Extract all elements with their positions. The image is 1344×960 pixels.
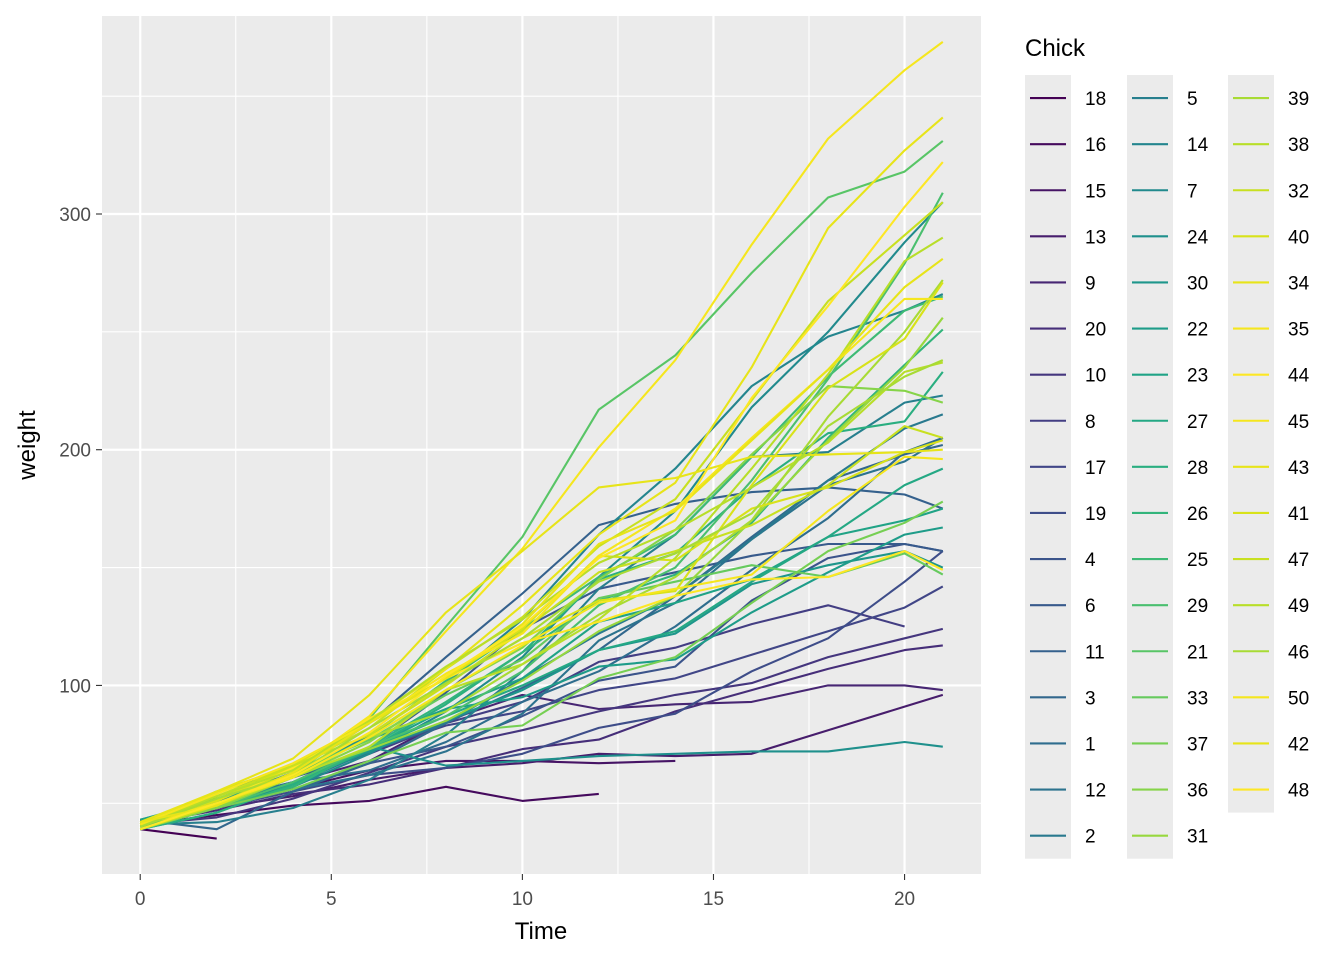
- series-line-chick-47: [139, 425, 944, 826]
- series-line-chick-10: [140, 627, 944, 826]
- legend-label-chick-4: 4: [1085, 550, 1096, 571]
- legend-label-chick-3: 3: [1085, 688, 1096, 709]
- legend-label-chick-49: 49: [1288, 596, 1309, 617]
- legend-label-chick-7: 7: [1187, 181, 1198, 202]
- legend-label-chick-38: 38: [1288, 135, 1309, 156]
- legend-label-chick-27: 27: [1187, 412, 1208, 433]
- legend-label-chick-5: 5: [1187, 89, 1198, 110]
- legend-label-chick-23: 23: [1187, 366, 1208, 387]
- legend-label-chick-12: 12: [1085, 781, 1106, 802]
- legend-label-chick-22: 22: [1187, 320, 1208, 341]
- legend-label-chick-24: 24: [1187, 227, 1209, 248]
- legend-label-chick-32: 32: [1288, 181, 1309, 202]
- legend-label-chick-10: 10: [1085, 366, 1106, 387]
- legend-label-chick-48: 48: [1288, 781, 1309, 802]
- legend-label-chick-13: 13: [1085, 227, 1106, 248]
- x-tick-label: 15: [703, 889, 724, 910]
- legend-label-chick-9: 9: [1085, 273, 1096, 294]
- series-line-chick-26: [140, 328, 944, 824]
- legend-label-chick-44: 44: [1288, 366, 1310, 387]
- y-tick-label: 200: [59, 441, 91, 462]
- legend-items: 1816151392010817194611311225147243022232…: [1025, 75, 1310, 859]
- legend-label-chick-26: 26: [1187, 504, 1208, 525]
- series-line-chick-43: [139, 448, 943, 824]
- series-line-chick-48: [139, 161, 944, 831]
- series-line-chick-50: [139, 297, 943, 826]
- series-line-chick-18: [140, 828, 217, 840]
- y-axis-title: weight: [14, 410, 41, 481]
- legend-label-chick-28: 28: [1187, 458, 1208, 479]
- x-tick-label: 20: [894, 889, 915, 910]
- legend-label-chick-2: 2: [1085, 827, 1096, 848]
- series-line-chick-16: [140, 785, 599, 826]
- legend-label-chick-16: 16: [1085, 135, 1106, 156]
- series-line-chick-19: [140, 550, 944, 821]
- legend-label-chick-6: 6: [1085, 596, 1096, 617]
- legend-label-chick-14: 14: [1187, 135, 1209, 156]
- series-line-chick-44: [139, 550, 944, 824]
- legend-label-chick-30: 30: [1187, 273, 1208, 294]
- legend-label-chick-8: 8: [1085, 412, 1096, 433]
- legend-label-chick-45: 45: [1288, 412, 1309, 433]
- series-line-chick-37: [139, 500, 944, 826]
- legend-label-chick-17: 17: [1085, 458, 1106, 479]
- legend-label-chick-31: 31: [1187, 827, 1208, 848]
- legend-label-chick-36: 36: [1187, 781, 1208, 802]
- legend-label-chick-50: 50: [1288, 688, 1309, 709]
- x-tick-label: 0: [135, 889, 146, 910]
- legend: Chick 1816151392010817194611311225147243…: [1025, 35, 1310, 859]
- legend-label-chick-11: 11: [1085, 642, 1105, 663]
- series-line-chick-1: [139, 436, 944, 824]
- legend-label-chick-29: 29: [1187, 596, 1208, 617]
- legend-label-chick-34: 34: [1288, 273, 1310, 294]
- plot-panel: [102, 16, 981, 874]
- legend-label-chick-39: 39: [1288, 89, 1309, 110]
- legend-label-chick-18: 18: [1085, 89, 1106, 110]
- legend-label-chick-42: 42: [1288, 734, 1309, 755]
- series-lines: [139, 41, 944, 840]
- legend-label-chick-37: 37: [1187, 734, 1208, 755]
- legend-label-chick-40: 40: [1288, 227, 1309, 248]
- legend-label-chick-41: 41: [1288, 504, 1309, 525]
- x-axis: 0 5 10 15 20: [135, 874, 915, 910]
- legend-label-chick-19: 19: [1085, 504, 1106, 525]
- series-line-chick-42: [139, 257, 944, 824]
- legend-label-chick-21: 21: [1187, 642, 1208, 663]
- legend-label-chick-25: 25: [1187, 550, 1208, 571]
- y-tick-label: 300: [59, 205, 91, 226]
- legend-label-chick-1: 1: [1085, 734, 1096, 755]
- x-tick-label: 5: [326, 889, 337, 910]
- legend-label-chick-46: 46: [1288, 642, 1309, 663]
- x-axis-title: Time: [515, 918, 567, 945]
- legend-label-chick-43: 43: [1288, 458, 1309, 479]
- y-tick-label: 100: [59, 676, 91, 697]
- y-axis: 100 200 300: [59, 205, 102, 697]
- legend-title: Chick: [1025, 35, 1086, 62]
- legend-label-chick-47: 47: [1288, 550, 1309, 571]
- series-line-chick-45: [139, 455, 943, 826]
- legend-key-column-bg: [1228, 75, 1274, 813]
- x-tick-label: 10: [512, 889, 533, 910]
- legend-label-chick-33: 33: [1187, 688, 1208, 709]
- legend-label-chick-20: 20: [1085, 320, 1106, 341]
- legend-label-chick-35: 35: [1288, 320, 1309, 341]
- legend-label-chick-15: 15: [1085, 181, 1106, 202]
